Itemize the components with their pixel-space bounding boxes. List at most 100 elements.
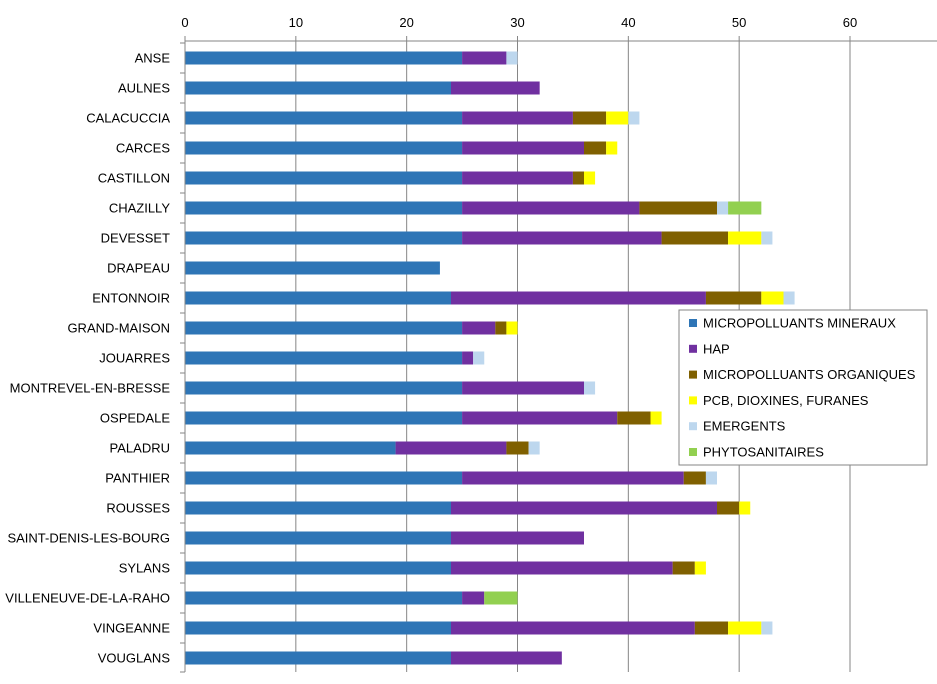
legend-entry: MICROPOLLUANTS MINERAUX [703,316,896,331]
category-label: VILLENEUVE-DE-LA-RAHO [5,591,170,606]
bar-segment [462,321,496,335]
legend-swatch [689,396,697,405]
bar-segment [185,141,463,155]
category-label: CARCES [116,141,171,156]
bar-segment [185,261,440,275]
category-label: OSPEDALE [100,411,170,426]
bar-segment [185,471,463,485]
legend-swatch [689,448,697,456]
category-label: JOUARRES [99,351,170,366]
legend-swatch [689,422,697,431]
bar-segment [628,111,640,125]
bar-segment [761,291,784,305]
category-label: GRAND-MAISON [67,321,170,336]
bar-segment [506,51,518,65]
bar-segment [617,411,651,425]
bar-segment [473,351,485,365]
bar-segment [484,591,518,605]
bar-segment [462,111,573,125]
bar-segment [462,351,474,365]
legend-swatch [689,370,697,379]
bar-segment [462,51,507,65]
bar-segment [185,531,451,545]
bar-segment [705,291,762,305]
bar-segment [717,201,729,215]
legend-entry: HAP [703,341,730,356]
bar-segment [185,351,463,365]
category-label: AULNES [118,81,170,96]
bar-segment [761,621,773,635]
bar-segment [462,201,640,215]
bar-segment [185,171,463,185]
category-label: CALACUCCIA [86,111,170,126]
bar-segment [451,531,584,545]
legend-entry: EMERGENTS [703,419,786,434]
bar-segment [739,501,751,515]
bar-segment [462,231,662,245]
bar-segment [462,141,584,155]
bar-segment [185,81,451,95]
category-label: PANTHIER [105,471,170,486]
bar-segment [606,111,629,125]
x-axis-ticks: 0 10 20 30 40 50 60 [181,15,857,41]
bar-segment [728,201,762,215]
legend-entry: PCB, DIOXINES, FURANES [703,393,869,408]
bar-segment [728,231,762,245]
bars [185,51,795,665]
legend-swatch [689,319,697,327]
bar-segment [761,231,773,245]
bar-segment [451,501,717,515]
category-labels: ANSE AULNES CALACUCCIA CARCES CASTILLON CHAZI… [5,42,185,673]
bar-segment [683,471,706,485]
bar-segment [395,441,507,455]
bar-segment [185,321,463,335]
x-tick-label: 50 [732,15,746,30]
bar-segment [462,591,485,605]
bar-segment [451,651,562,665]
category-label: CASTILLON [98,171,170,186]
bar-segment [728,621,762,635]
bar-segment [606,141,618,155]
bar-segment [572,111,607,125]
bar-segment [584,141,607,155]
category-label: SYLANS [119,561,171,576]
bar-segment [185,621,451,635]
category-label: ANSE [135,51,171,66]
bar-segment [451,291,706,305]
bar-segment [694,621,729,635]
x-tick-label: 60 [843,15,857,30]
bar-segment [185,201,463,215]
bar-segment [584,381,596,395]
category-label: DRAPEAU [107,261,170,276]
bar-segment [451,81,540,95]
bar-segment [661,231,729,245]
category-label: CHAZILLY [109,201,170,216]
category-label: MONTREVEL-EN-BRESSE [10,381,171,396]
bar-segment [185,651,451,665]
category-label: VOUGLANS [98,651,171,666]
bar-segment [506,321,518,335]
bar-segment [185,591,463,605]
bar-segment [462,411,618,425]
category-label: ROUSSES [106,501,170,516]
bar-segment [495,321,507,335]
bar-segment [672,561,695,575]
bar-segment [783,291,795,305]
legend-swatch [689,344,697,353]
category-label: PALADRU [110,441,170,456]
bar-segment [185,501,451,515]
x-tick-label: 0 [181,15,188,30]
legend: MICROPOLLUANTS MINERAUX HAP MICROPOLLUANTS… [678,309,928,466]
bar-segment [639,201,717,215]
x-tick-label: 10 [289,15,303,30]
bar-segment [185,291,451,305]
legend-entry: MICROPOLLUANTS ORGANIQUES [703,367,916,382]
bar-segment [185,411,463,425]
legend-box [678,309,928,466]
category-label: SAINT-DENIS-LES-BOURG [7,531,170,546]
bar-segment [185,51,463,65]
bar-segment [185,111,463,125]
category-label: DEVESSET [101,231,170,246]
category-label: ENTONNOIR [92,291,170,306]
